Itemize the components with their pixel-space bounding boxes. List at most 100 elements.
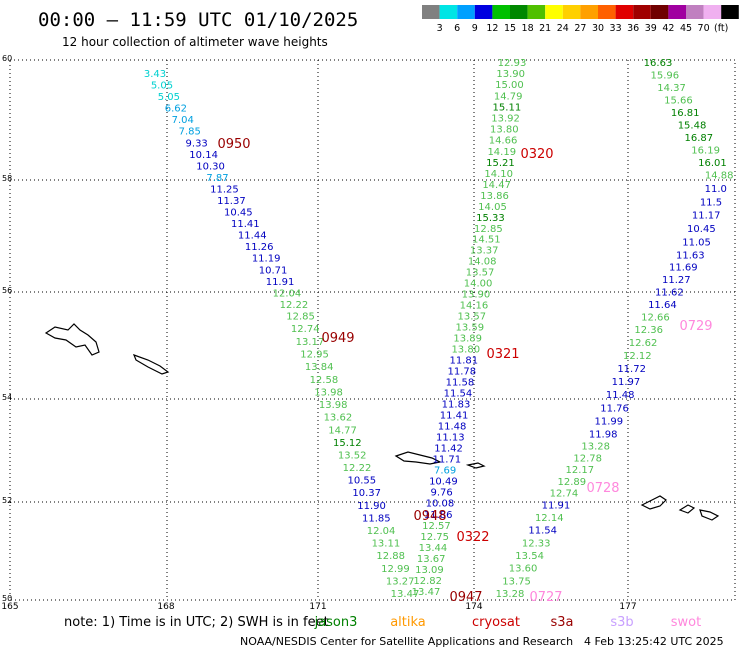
wave-height-value: 13.59 — [455, 323, 484, 334]
wave-height-value: 11.86 — [424, 510, 453, 521]
wave-height-value: 12.82 — [413, 576, 442, 587]
wave-height-value: 13.47 — [391, 589, 420, 600]
wave-height-value: 10.08 — [426, 499, 455, 510]
legend-swatch — [615, 5, 634, 19]
wave-height-value: 13.47 — [412, 587, 441, 598]
wave-height-value: 13.37 — [470, 246, 499, 257]
wave-height-value: 10.45 — [687, 224, 716, 235]
wave-height-value: 13.90 — [462, 290, 491, 301]
wave-height-value: 11.62 — [655, 288, 684, 299]
wave-height-value: 13.84 — [305, 362, 334, 373]
legend-label: 36 — [627, 23, 639, 34]
pass-time-label: 0728 — [586, 481, 619, 496]
wave-height-value: 10.71 — [259, 265, 288, 276]
wave-height-value: 12.22 — [343, 463, 372, 474]
footer-note: note: 1) Time is in UTC; 2) SWH is in fe… — [64, 615, 329, 630]
longitude-label: 165 — [1, 602, 18, 612]
wave-height-value: 16.19 — [691, 146, 720, 157]
wave-height-value: 13.67 — [417, 554, 446, 565]
wave-height-value: 11.90 — [357, 501, 386, 512]
legend-swatch — [598, 5, 616, 19]
wave-height-value: 11.83 — [442, 400, 471, 411]
legend-swatch — [545, 5, 563, 19]
satellite-cryosat: cryosat — [472, 615, 520, 630]
wave-height-value: 12.57 — [422, 521, 451, 532]
wave-height-value: 11.78 — [448, 367, 477, 378]
legend-label: 33 — [610, 23, 622, 34]
wave-height-value: 12.95 — [300, 350, 329, 361]
wave-height-value: 15.21 — [486, 158, 515, 169]
island-west — [44, 323, 100, 356]
wave-height-value: 9.76 — [431, 488, 453, 499]
wave-height-value: 12.75 — [420, 532, 449, 543]
footer-timestamp: 4 Feb 13:25:42 UTC 2025 — [584, 635, 724, 648]
legend-swatch — [686, 5, 704, 19]
wave-height-value: 15.00 — [495, 80, 524, 91]
wave-height-value: 11.71 — [433, 455, 462, 466]
track-time-label: 0729 — [679, 319, 712, 334]
wave-height-value: 13.75 — [502, 576, 531, 587]
wave-height-value: 12.89 — [558, 477, 587, 488]
wave-height-value: 11.91 — [542, 501, 571, 512]
wave-height-value: 14.66 — [489, 136, 518, 147]
wave-height-value: 12.04 — [273, 288, 302, 299]
latitude-label: 56 — [2, 286, 12, 295]
wave-height-value: 10.30 — [196, 161, 225, 172]
wave-height-value: 16.81 — [671, 108, 700, 119]
wave-height-value: 12.88 — [376, 551, 405, 562]
wave-height-value: 14.79 — [494, 91, 523, 102]
satellite-jason3: jason3 — [314, 615, 358, 630]
wave-height-value: 16.87 — [685, 133, 714, 144]
wave-height-value: 9.33 — [186, 138, 208, 149]
wave-height-value: 11.69 — [669, 263, 698, 274]
wave-height-value: 11.13 — [436, 433, 465, 444]
latitude-label: 50 — [2, 594, 12, 603]
legend-label: 24 — [557, 23, 569, 34]
wave-height-value: 16.63 — [644, 58, 673, 69]
map-title: 00:00 – 11:59 UTC 01/10/2025 — [38, 9, 358, 31]
wave-height-value: 13.44 — [419, 543, 448, 554]
wave-height-value: 11.58 — [446, 378, 475, 389]
track-0320: 12.9313.9015.0014.7915.1113.9213.8014.66… — [412, 58, 554, 598]
wave-height-value: 13.98 — [314, 387, 343, 398]
wave-height-value: 12.78 — [573, 453, 602, 464]
legend-label: 42 — [662, 23, 674, 34]
wave-height-value: 11.44 — [238, 231, 267, 242]
wave-height-value: 14.47 — [482, 180, 511, 191]
wave-height-value: 11.81 — [449, 356, 478, 367]
legend-swatch — [562, 5, 581, 19]
wave-height-value: 12.85 — [474, 224, 503, 235]
wave-height-value: 13.80 — [451, 345, 480, 356]
wave-height-value: 12.04 — [367, 526, 396, 537]
wave-height-value: 11.5 — [700, 197, 722, 208]
wave-height-value: 11.48 — [606, 390, 635, 401]
wave-height-value: 12.22 — [280, 300, 309, 311]
wave-height-value: 12.99 — [381, 564, 410, 575]
wave-height-value: 14.88 — [705, 171, 734, 182]
wave-height-value: 11.05 — [682, 238, 711, 249]
wave-height-value: 16.01 — [698, 158, 727, 169]
island-east-2 — [678, 504, 696, 514]
wave-height-value: 11.37 — [217, 196, 246, 207]
wave-height-value: 13.98 — [319, 400, 348, 411]
satellite-s3b: s3b — [610, 615, 633, 630]
legend-swatch — [474, 5, 493, 19]
wave-height-value: 11.97 — [612, 377, 641, 388]
legend-swatch — [510, 5, 528, 19]
legend-label: 6 — [454, 23, 460, 34]
map-subtitle: 12 hour collection of altimeter wave hei… — [62, 35, 328, 49]
wave-height-value: 11.64 — [648, 300, 677, 311]
legend-swatch — [668, 5, 686, 19]
wave-height-value: 14.77 — [328, 425, 357, 436]
wave-height-value: 12.33 — [522, 538, 551, 549]
wave-height-value: 11.27 — [662, 275, 691, 286]
wave-height-value: 12.12 — [623, 351, 652, 362]
wave-height-value: 14.19 — [487, 147, 516, 158]
wave-height-value: 7.87 — [206, 173, 228, 184]
legend-swatch — [633, 5, 651, 19]
wave-height-value: 11.26 — [245, 242, 274, 253]
wave-height-value: 12.93 — [498, 58, 527, 69]
legend-label: 27 — [574, 23, 586, 34]
